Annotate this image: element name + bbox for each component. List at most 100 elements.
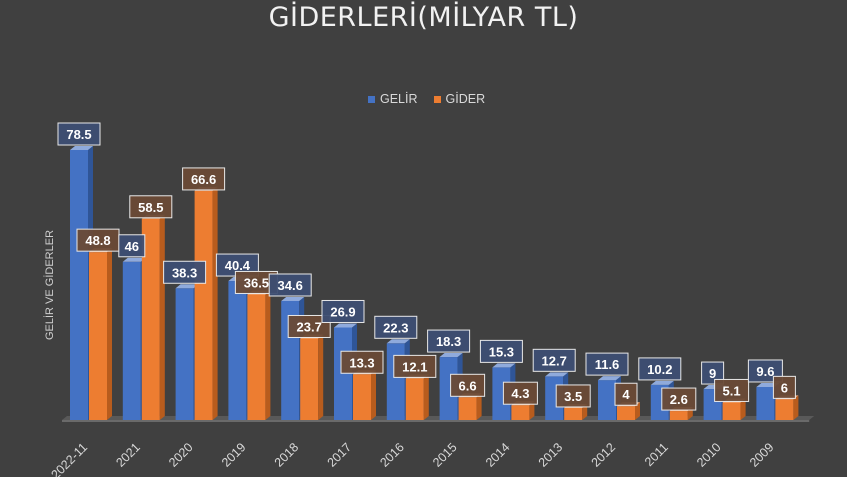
- data-label-text-gelir-2013: 12.7: [542, 353, 567, 368]
- data-label-text-gider-2016: 12.1: [402, 359, 427, 374]
- data-label-text-gelir-2015: 18.3: [436, 334, 461, 349]
- bar-gider-2015: [458, 393, 482, 420]
- data-label-gelir-2017: 26.9: [321, 299, 365, 323]
- bar-side-gider-2017: [371, 370, 376, 420]
- data-label-gelir-2011: 10.2: [638, 357, 682, 381]
- bar-gider-2017: [353, 370, 376, 420]
- bar-front-gelir-2012: [598, 380, 616, 420]
- data-label-gelir-2012: 11.6: [585, 352, 629, 376]
- data-label-text-gelir-2020: 38.3: [172, 265, 197, 280]
- data-label-gider-2011: 2.6: [661, 387, 697, 411]
- bar-front-gelir-2021: [122, 261, 141, 420]
- data-label-box-gelir-2013: [532, 348, 576, 372]
- data-label-box-gelir-2010: [701, 361, 725, 385]
- data-label-text-gider-2021: 58.5: [138, 200, 163, 215]
- data-label-box-gider-2020: [182, 167, 226, 191]
- bar-side-gider-2022-11: [107, 248, 112, 420]
- data-label-text-gelir-2022-11: 78.5: [66, 127, 91, 142]
- data-label-box-gelir-2020: [163, 260, 207, 284]
- data-label-gelir-2014: 15.3: [479, 339, 523, 363]
- x-tick-label-2018: 2018: [272, 440, 302, 470]
- legend: GELİR GİDER: [368, 92, 501, 106]
- data-label-gelir-2009: 9.6: [747, 359, 783, 383]
- data-label-gider-2019: 36.5: [234, 270, 278, 294]
- x-tick-label-2011: 2011: [642, 440, 671, 469]
- bar-side-gider-2018: [318, 334, 324, 420]
- bar-gider-2016: [405, 374, 429, 420]
- legend-swatch-gider: [433, 95, 441, 103]
- bar-front-gider-2017: [353, 374, 371, 420]
- bar-front-gider-2012: [617, 406, 635, 420]
- data-label-box-gelir-2021: [118, 234, 146, 258]
- data-label-text-gider-2011: 2.6: [670, 392, 688, 407]
- x-tick-label-2019: 2019: [219, 440, 249, 470]
- x-tick-label-2015: 2015: [430, 440, 460, 470]
- bar-top-gelir-2018: [281, 296, 305, 301]
- data-label-box-gider-2017: [340, 350, 384, 374]
- data-label-text-gider-2015: 6.6: [459, 378, 477, 393]
- data-label-box-gider-2009: [772, 375, 796, 399]
- data-label-box-gider-2011: [661, 387, 697, 411]
- bar-top-gelir-2017: [334, 323, 357, 328]
- bar-front-gelir-2022-11: [70, 150, 88, 420]
- data-label-box-gelir-2014: [479, 339, 523, 363]
- data-label-gelir-2019: 40.4: [215, 253, 259, 277]
- data-label-gider-2016: 12.1: [393, 354, 437, 378]
- data-label-gelir-2018: 34.6: [268, 273, 312, 297]
- x-tick-label-2017: 2017: [325, 440, 355, 470]
- bar-side-gider-2016: [423, 374, 429, 420]
- data-label-box-gelir-2012: [585, 352, 629, 376]
- data-label-box-gider-2018: [287, 314, 331, 338]
- bar-front-gider-2021: [141, 218, 160, 420]
- bar-gider-2009: [775, 395, 799, 420]
- bar-side-gider-2012: [635, 402, 640, 420]
- x-tick-label-2009: 2009: [747, 440, 777, 470]
- data-label-text-gelir-2016: 22.3: [383, 320, 408, 335]
- data-label-gider-2009: 6: [772, 375, 796, 399]
- bar-top-gelir-2021: [122, 257, 146, 262]
- bar-top-gelir-2014: [492, 363, 516, 368]
- bar-front-gider-2013: [564, 407, 583, 420]
- bar-front-gelir-2009: [756, 386, 775, 420]
- legend-swatch-gelir: [368, 95, 375, 103]
- data-label-text-gelir-2009: 9.6: [756, 364, 774, 379]
- legend-item-gelir: GELİR: [368, 92, 418, 106]
- data-label-gider-2014: 4.3: [502, 381, 538, 405]
- data-label-box-gider-2013: [555, 384, 591, 408]
- bar-front-gider-2014: [511, 405, 530, 420]
- bar-front-gider-2015: [458, 397, 477, 420]
- bar-side-gider-2021: [159, 214, 165, 420]
- bar-top-gelir-2011: [650, 380, 674, 385]
- x-tick-label-2014: 2014: [483, 440, 513, 470]
- data-label-text-gider-2010: 5.1: [723, 383, 741, 398]
- legend-item-gider: GİDER: [433, 92, 486, 106]
- bar-gider-2018: [300, 334, 324, 420]
- x-tick-label-2020: 2020: [166, 440, 196, 470]
- bar-top-gelir-2022-11: [70, 146, 93, 150]
- bar-side-gider-2019: [265, 290, 271, 420]
- legend-label-gider: GİDER: [445, 92, 486, 106]
- bar-side-gider-2015: [476, 393, 482, 420]
- data-label-text-gider-2022-11: 48.8: [85, 233, 110, 248]
- bar-front-gelir-2014: [492, 367, 511, 420]
- bar-front-gider-2016: [405, 378, 424, 420]
- bar-front-gelir-2019: [228, 281, 247, 420]
- data-label-text-gider-2012: 4: [622, 387, 630, 402]
- bar-gider-2022-11: [89, 248, 112, 420]
- bar-side-gider-2020: [212, 186, 218, 420]
- x-tick-label-2021: 2021: [113, 440, 143, 470]
- data-label-box-gider-2021: [129, 195, 173, 219]
- bar-side-gider-2009: [793, 395, 799, 420]
- data-label-gider-2022-11: 48.8: [76, 228, 120, 252]
- bar-top-gelir-2012: [598, 376, 621, 381]
- data-label-gider-2015: 6.6: [450, 373, 486, 397]
- data-label-gelir-2022-11: 78.5: [57, 122, 101, 146]
- floor-edge: [62, 420, 810, 422]
- x-tick-label-2010: 2010: [694, 440, 724, 470]
- data-label-text-gider-2020: 66.6: [191, 172, 216, 187]
- data-label-text-gelir-2014: 15.3: [489, 344, 514, 359]
- bar-top-gelir-2016: [386, 339, 410, 344]
- bar-front-gelir-2015: [439, 357, 458, 420]
- bar-front-gider-2011: [669, 411, 688, 420]
